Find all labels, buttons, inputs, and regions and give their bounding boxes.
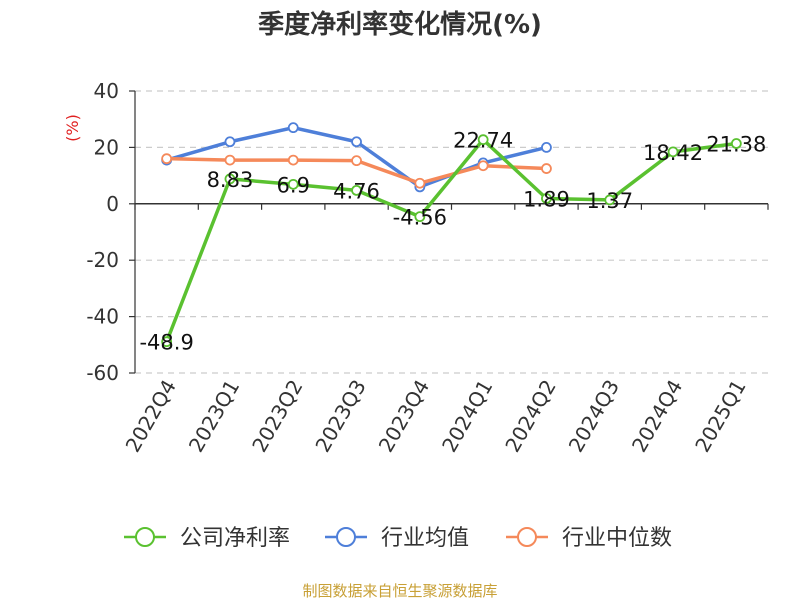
- data-point[interactable]: [287, 154, 299, 166]
- data-label: 21.38: [706, 133, 766, 157]
- data-point[interactable]: [224, 154, 236, 166]
- data-point[interactable]: [477, 160, 489, 172]
- data-point[interactable]: [604, 194, 616, 206]
- y-axis-unit: (%): [63, 114, 82, 142]
- legend-marker: [135, 527, 155, 547]
- data-point[interactable]: [541, 163, 552, 174]
- x-tick-label: 2023Q4: [374, 376, 434, 457]
- x-tick-label: 2024Q4: [627, 376, 687, 457]
- data-point[interactable]: [224, 173, 236, 185]
- legend[interactable]: 公司净利率 行业均值 行业中位数: [124, 526, 672, 551]
- data-point[interactable]: [541, 193, 552, 204]
- data-point[interactable]: [730, 138, 742, 149]
- data-label: 4.76: [333, 179, 380, 203]
- data-point[interactable]: [667, 146, 679, 158]
- y-tick-label: -20: [86, 248, 119, 272]
- data-point[interactable]: [161, 153, 173, 165]
- chart-title: 季度净利率变化情况(%): [258, 9, 542, 40]
- series-0: [161, 134, 742, 348]
- data-label: -48.9: [139, 331, 193, 355]
- data-point[interactable]: [161, 336, 173, 348]
- data-point[interactable]: [351, 184, 362, 196]
- data-point[interactable]: [351, 155, 362, 167]
- x-tick-label: 2024Q1: [437, 376, 497, 457]
- data-label: 18.42: [643, 141, 703, 165]
- data-label: 22.74: [453, 129, 513, 153]
- y-tick-label: -40: [86, 305, 119, 329]
- legend-label: 行业中位数: [562, 526, 672, 551]
- x-tick-label: 2024Q2: [500, 376, 560, 457]
- series-layer: -48.9 8.83 6.9 4.76 -4.56 22.74 1.89 1.37 18.42 2…: [139, 122, 766, 355]
- legend-item-1[interactable]: 行业均值: [325, 526, 469, 551]
- data-point[interactable]: [414, 211, 426, 223]
- series-2: [161, 153, 552, 189]
- data-label: -4.56: [393, 206, 447, 230]
- data-point[interactable]: [414, 177, 426, 189]
- x-tick-label: 2023Q3: [310, 376, 370, 457]
- y-tick-label: 20: [94, 135, 119, 159]
- legend-marker: [336, 527, 356, 547]
- data-label: 6.9: [277, 173, 310, 197]
- series-line: [165, 137, 737, 343]
- y-tick-label: 40: [94, 79, 119, 103]
- data-point[interactable]: [224, 136, 236, 148]
- data-point[interactable]: [541, 141, 552, 153]
- data-label: 1.37: [586, 189, 633, 213]
- legend-label: 行业均值: [381, 526, 469, 551]
- legend-item-0[interactable]: 公司净利率: [124, 526, 290, 551]
- y-tick-label: -60: [86, 361, 119, 385]
- data-point[interactable]: [477, 134, 489, 146]
- data-label: 8.83: [207, 168, 254, 192]
- data-point[interactable]: [287, 178, 299, 190]
- data-point[interactable]: [287, 122, 299, 134]
- x-tick-label: 2022Q4: [121, 376, 181, 457]
- x-tick-label: 2025Q1: [690, 376, 750, 457]
- legend-marker: [517, 527, 537, 547]
- grid-lines: [135, 90, 768, 374]
- x-tick-label: 2023Q1: [184, 376, 244, 457]
- data-point[interactable]: [351, 136, 362, 148]
- data-label: 1.89: [523, 187, 570, 211]
- legend-label: 公司净利率: [180, 526, 290, 551]
- y-tick-label: 0: [106, 192, 119, 216]
- x-tick-label: 2024Q3: [564, 376, 624, 457]
- source-note: 制图数据来自恒生聚源数据库: [302, 582, 497, 600]
- legend-item-2[interactable]: 行业中位数: [506, 526, 672, 551]
- x-tick-label: 2023Q2: [247, 376, 307, 457]
